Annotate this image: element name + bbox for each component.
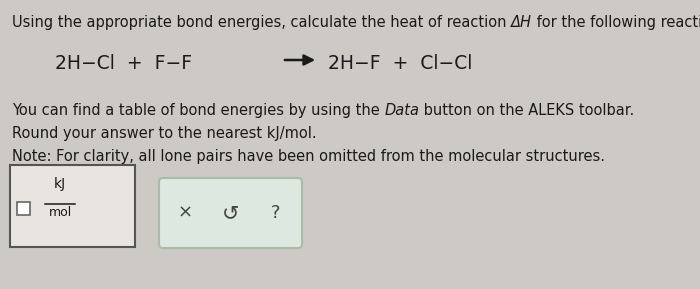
Text: mol: mol bbox=[48, 206, 71, 219]
Bar bbox=[17, 202, 30, 215]
Text: 2H−Cl  +  F−F: 2H−Cl + F−F bbox=[55, 54, 192, 73]
Text: You can find a table of bond energies by using the: You can find a table of bond energies by… bbox=[12, 103, 384, 118]
Text: ΔH: ΔH bbox=[511, 15, 532, 30]
Text: Round your answer to the nearest kJ/mol.: Round your answer to the nearest kJ/mol. bbox=[12, 126, 316, 141]
Text: Data: Data bbox=[384, 103, 419, 118]
Text: ↺: ↺ bbox=[223, 203, 239, 223]
Text: Note: For clarity, all lone pairs have been omitted from the molecular structure: Note: For clarity, all lone pairs have b… bbox=[12, 149, 605, 164]
Text: kJ: kJ bbox=[54, 177, 66, 191]
Text: ×: × bbox=[177, 204, 192, 222]
Bar bbox=[10, 165, 135, 247]
FancyBboxPatch shape bbox=[159, 178, 302, 248]
Text: 2H−F  +  Cl−Cl: 2H−F + Cl−Cl bbox=[328, 54, 472, 73]
Text: for the following reaction:: for the following reaction: bbox=[532, 15, 700, 30]
Text: ?: ? bbox=[270, 204, 280, 222]
Text: Using the appropriate bond energies, calculate the heat of reaction: Using the appropriate bond energies, cal… bbox=[12, 15, 511, 30]
Text: button on the ALEKS toolbar.: button on the ALEKS toolbar. bbox=[419, 103, 635, 118]
